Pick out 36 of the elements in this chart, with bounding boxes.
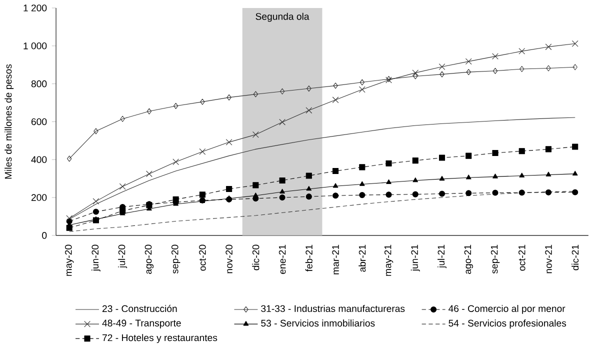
band-label: Segunda ola (256, 13, 310, 22)
x-tick-label: jul-20 (118, 244, 128, 268)
x-tick-label: abr-21 (358, 245, 366, 272)
legend-label: 53 - Servicios inmobiliarios (261, 320, 375, 327)
legend-label: 72 - Hoteles y restaurantes (102, 334, 218, 344)
legend-label: 46 - Comercio al por menor (448, 305, 566, 314)
y-tick-label: 0 (42, 232, 47, 240)
x-tick-label: jul-21 (438, 245, 446, 268)
x-tick-label: may-21 (384, 245, 394, 276)
x-tick-label: oct-21 (518, 245, 526, 271)
x-tick-label: feb-21 (305, 245, 312, 272)
legend-label: 54 - Servicios profesionales (448, 320, 566, 329)
x-tick-label: nov-20 (226, 244, 232, 274)
x-tick-label: mar-21 (332, 245, 339, 274)
y-tick-label: 1 000 (24, 42, 47, 50)
x-tick-label: nov-21 (545, 245, 552, 274)
legend-label: 23 - Construcción (102, 305, 177, 312)
y-tick-label: 200 (31, 194, 47, 202)
x-tick-label: dic-21 (572, 245, 579, 270)
x-tick-label: ene-21 (278, 245, 286, 274)
x-tick-label: oct-20 (199, 244, 206, 271)
x-tick-label: sep-21 (490, 245, 500, 274)
x-tick-label: ago-20 (144, 244, 154, 274)
x-tick-label: sep-20 (171, 244, 180, 274)
x-tick-label: dic-20 (252, 244, 260, 270)
x-tick-label: jun-20 (91, 244, 100, 272)
y-axis-title: Miles de millones de pesos (4, 64, 14, 179)
y-tick-label: 800 (31, 80, 47, 88)
x-tick-label: may-20 (65, 244, 74, 276)
x-tick-label: jun-21 (410, 245, 420, 272)
y-tick-label: 1 200 (24, 4, 47, 12)
y-tick-label: 600 (32, 118, 47, 126)
legend-label: 48-49 - Transporte (102, 320, 181, 329)
legend-label: 31-33 - Industrias manufactureras (261, 305, 405, 312)
x-tick-label: ago-21 (464, 245, 473, 274)
y-tick-label: 400 (31, 156, 47, 164)
